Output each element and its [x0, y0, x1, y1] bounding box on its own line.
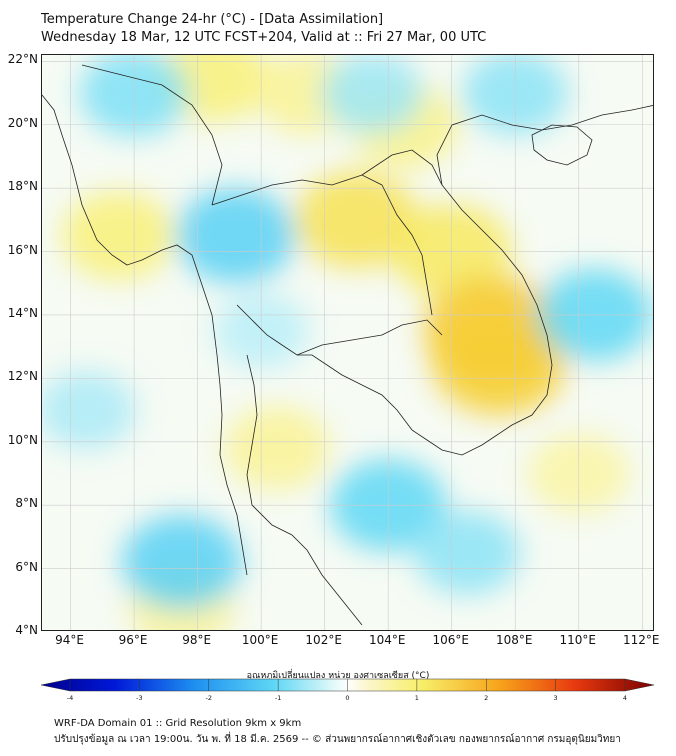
temperature-map — [42, 55, 653, 630]
lon-tick-label: 106°E — [432, 633, 469, 647]
temperature-field — [42, 55, 653, 630]
lon-tick-label: 102°E — [305, 633, 342, 647]
colorbar-tick-label: 1 — [414, 694, 419, 702]
lat-tick-label: 22°N — [7, 52, 38, 67]
border-thailand-laos — [211, 174, 433, 316]
coastline-peninsula — [246, 354, 363, 626]
map-area — [41, 54, 654, 631]
field-blob — [42, 371, 136, 450]
lat-tick-label: 8°N — [15, 496, 38, 511]
colorbar-label: อุณหภูมิเปลี่ยนแปลง หน่วย องศาเซลเซียส (… — [246, 671, 430, 681]
colorbar-tick-label: 3 — [553, 694, 558, 702]
colorbar-tick-label: 4 — [622, 694, 628, 702]
field-blob — [432, 309, 567, 416]
lon-tick-label: 108°E — [495, 633, 533, 647]
colorbar-tick-label: -4 — [66, 694, 74, 702]
coastlines-and-borders — [42, 64, 653, 626]
graticule — [42, 55, 653, 630]
lat-tick-label: 20°N — [7, 115, 38, 130]
colorbar-tick-label: 2 — [484, 694, 489, 702]
chart-subtitle: Wednesday 18 Mar, 12 UTC FCST+204, Valid… — [41, 30, 487, 45]
coastline-myanmar — [42, 94, 248, 576]
border-laos-vietnam — [361, 149, 443, 186]
colorbar-tick-label: -3 — [136, 694, 143, 702]
footer-model-info: WRF-DA Domain 01 :: Grid Resolution 9km … — [54, 718, 302, 729]
colorbar — [40, 678, 655, 692]
lon-tick-label: 96°E — [118, 633, 148, 647]
lat-tick-label: 10°N — [7, 432, 38, 447]
lat-tick-label: 14°N — [7, 305, 38, 320]
field-blob — [224, 406, 330, 490]
colorbar-tick-label: 0 — [345, 694, 350, 702]
chart-title: Temperature Change 24-hr (°C) - [Data As… — [41, 12, 384, 27]
border-myanmar-china — [81, 64, 223, 206]
lat-tick-label: 18°N — [7, 179, 38, 194]
lon-tick-label: 100°E — [241, 633, 279, 647]
colorbar-tick-label: -1 — [274, 694, 282, 702]
lat-tick-label: 4°N — [15, 623, 38, 637]
field-blob — [175, 188, 296, 284]
coastline-cambodia-vietnam — [411, 105, 653, 456]
field-blob — [415, 510, 521, 595]
coastline-hainan — [531, 124, 593, 166]
field-blob — [121, 514, 242, 610]
lat-tick-label: 12°N — [7, 369, 38, 384]
field-blob — [62, 191, 175, 281]
border-thailand-cambodia — [296, 319, 443, 356]
lat-tick-label: 6°N — [15, 559, 38, 574]
lon-tick-label: 104°E — [368, 633, 406, 647]
lon-tick-label: 98°E — [182, 633, 212, 647]
colorbar-tick-label: -2 — [205, 694, 212, 702]
lat-tick-label: 16°N — [7, 242, 38, 257]
footer-update-info: ปรับปรุงข้อมูล ณ เวลา 19:00น. วัน พ. ที่… — [54, 734, 621, 745]
field-blob — [321, 55, 424, 134]
lon-tick-label: 110°E — [559, 633, 597, 647]
colorbar-tick-marks — [69, 679, 626, 691]
coastline-gulf-thailand — [236, 304, 413, 431]
lon-tick-label: 112°E — [623, 633, 660, 647]
lon-tick-label: 94°E — [55, 633, 85, 647]
